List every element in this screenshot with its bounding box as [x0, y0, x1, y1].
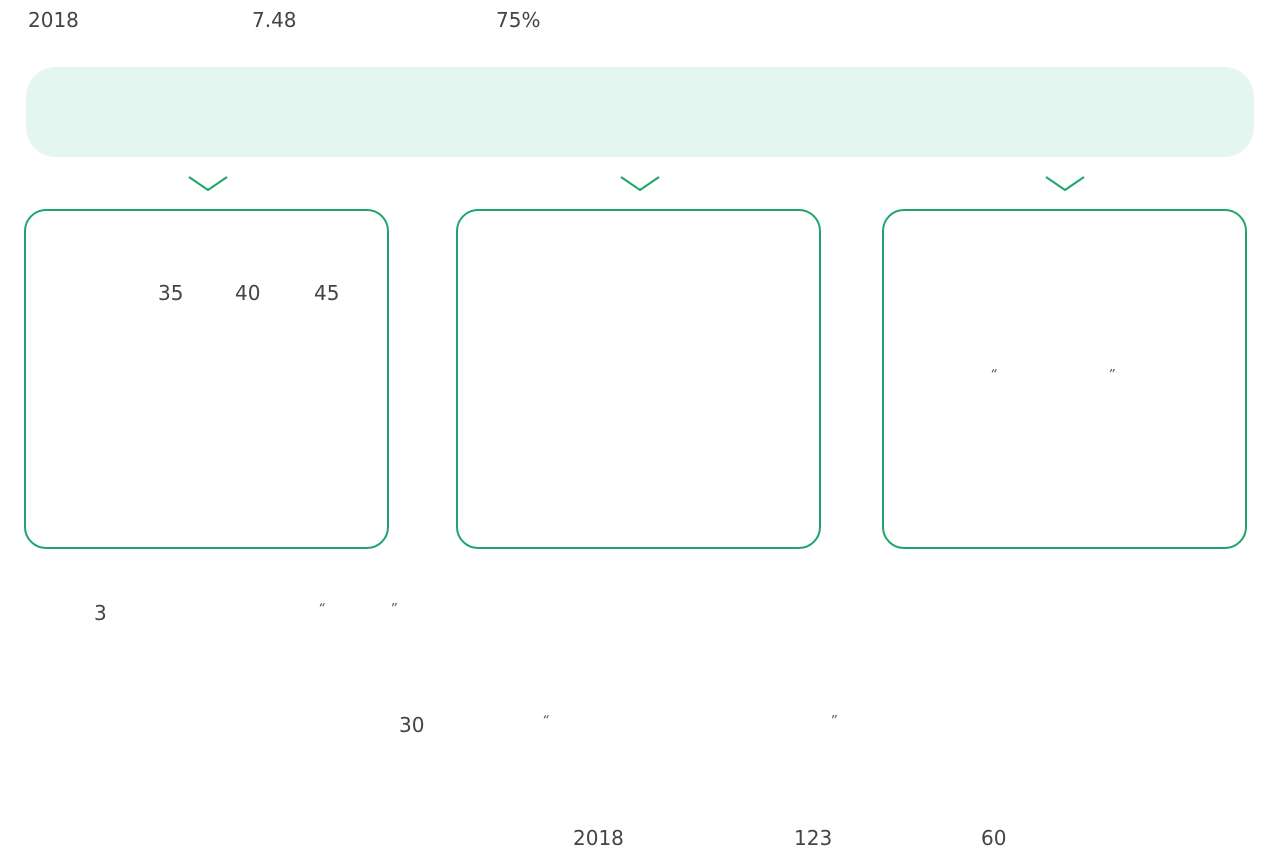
- body-line3-year: 2018: [573, 826, 624, 850]
- body-line2-close-quote: ”: [830, 714, 837, 729]
- body-line2-number: 30: [399, 713, 425, 737]
- card-right: [882, 209, 1247, 549]
- body-line3-number-2: 60: [981, 826, 1007, 850]
- body-line1-number: 3: [94, 601, 107, 625]
- top-banner: [26, 67, 1254, 157]
- chevron-down-icon: [188, 176, 228, 192]
- chevron-down-icon: [620, 176, 660, 192]
- body-line2-open-quote: “: [542, 714, 549, 729]
- card-left-number-2: 40: [235, 281, 261, 305]
- card-middle: [456, 209, 821, 549]
- header-value: 7.48: [252, 8, 297, 32]
- header-year: 2018: [28, 8, 79, 32]
- body-line3-number-1: 123: [794, 826, 833, 850]
- header-percent: 75%: [496, 8, 541, 32]
- card-left-number-1: 35: [158, 281, 184, 305]
- body-line1-close-quote: ”: [390, 602, 397, 617]
- card-right-close-quote: ”: [1108, 368, 1115, 383]
- card-left: [24, 209, 389, 549]
- body-line1-open-quote: “: [318, 602, 325, 617]
- card-left-number-3: 45: [314, 281, 340, 305]
- card-right-open-quote: “: [990, 368, 997, 383]
- chevron-down-icon: [1045, 176, 1085, 192]
